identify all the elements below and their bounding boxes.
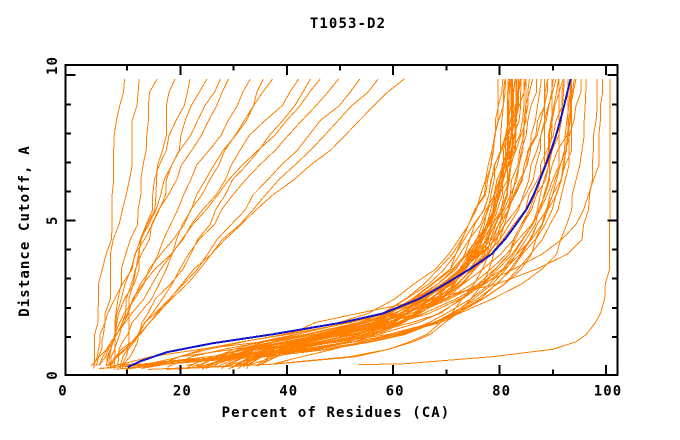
model-curve-model-15 <box>197 78 516 366</box>
model-curve-model-66 <box>147 79 520 370</box>
model-curve-model-42 <box>93 78 221 369</box>
model-curve-model-07 <box>237 78 509 365</box>
model-curve-model-41 <box>105 78 208 367</box>
highlighted-model-curve <box>127 78 572 369</box>
model-curve-model-57 <box>228 79 598 370</box>
model-curve-model-51 <box>106 78 361 367</box>
axis-ticks <box>65 65 618 375</box>
chart-title: T1053-D2 <box>309 16 387 32</box>
model-curve-model-33 <box>243 79 553 366</box>
model-curve-model-04 <box>197 78 511 367</box>
curves-layer <box>90 78 611 370</box>
model-curve-model-37 <box>95 78 140 367</box>
model-curve-model-65 <box>100 78 565 369</box>
model-curve-model-18 <box>235 79 527 368</box>
y-tick-label-0: 0 <box>45 370 61 380</box>
y-tick-label-5: 5 <box>45 215 61 225</box>
model-curve-model-45 <box>116 78 264 366</box>
y-tick-label-10: 10 <box>45 56 61 75</box>
model-curve-model-55 <box>195 79 604 368</box>
model-curve-model-44 <box>108 78 251 367</box>
model-curve-model-63 <box>108 78 572 369</box>
model-curve-model-53 <box>110 78 405 366</box>
model-curve-model-49 <box>97 78 321 366</box>
x-axis-title: Percent of Residues (CA) <box>221 405 451 421</box>
model-curve-model-32 <box>256 78 560 367</box>
model-curve-model-13 <box>186 79 512 366</box>
model-curve-model-34 <box>221 79 582 370</box>
model-curve-model-54 <box>358 79 611 365</box>
x-tick-label-20: 20 <box>173 384 192 400</box>
model-curve-model-61 <box>116 79 537 368</box>
model-curve-model-38 <box>113 78 158 370</box>
x-tick-label-80: 80 <box>492 384 511 400</box>
model-curve-model-67 <box>166 78 530 370</box>
x-tick-label-40: 40 <box>279 384 298 400</box>
x-tick-label-0: 0 <box>58 384 68 400</box>
model-curve-model-36 <box>94 78 125 366</box>
model-curve-model-50 <box>121 78 339 370</box>
model-curve-model-43 <box>109 78 230 367</box>
model-curve-model-30 <box>208 78 549 368</box>
x-tick-label-60: 60 <box>386 384 405 400</box>
model-curve-model-23 <box>109 79 573 368</box>
x-tick-label-100: 100 <box>594 384 623 400</box>
